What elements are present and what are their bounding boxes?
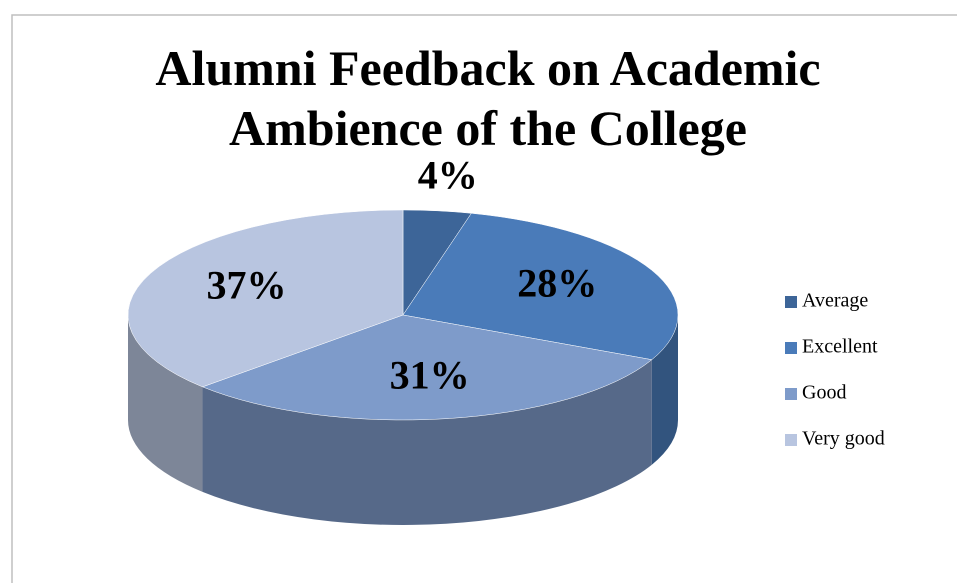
legend-swatch xyxy=(785,342,797,354)
legend-swatch xyxy=(785,296,797,308)
data-label: 28% xyxy=(517,260,597,305)
data-label: 4% xyxy=(418,153,478,198)
slice-side xyxy=(128,315,203,492)
slice-side xyxy=(202,359,652,525)
slice xyxy=(201,314,653,421)
legend-label: Good xyxy=(802,382,846,404)
data-label: 37% xyxy=(207,262,287,307)
data-label: 31% xyxy=(390,352,470,397)
legend-label: Average xyxy=(802,290,868,312)
legend-swatch xyxy=(785,388,797,400)
chart-title: Alumni Feedback on Academic Ambience of … xyxy=(155,40,821,156)
slice xyxy=(127,209,404,388)
legend-swatch xyxy=(785,434,797,446)
legend-label: Very good xyxy=(802,428,885,450)
legend-label: Excellent xyxy=(802,336,878,358)
slice xyxy=(402,213,679,360)
slice-side xyxy=(651,315,678,465)
chart-border xyxy=(11,14,957,583)
